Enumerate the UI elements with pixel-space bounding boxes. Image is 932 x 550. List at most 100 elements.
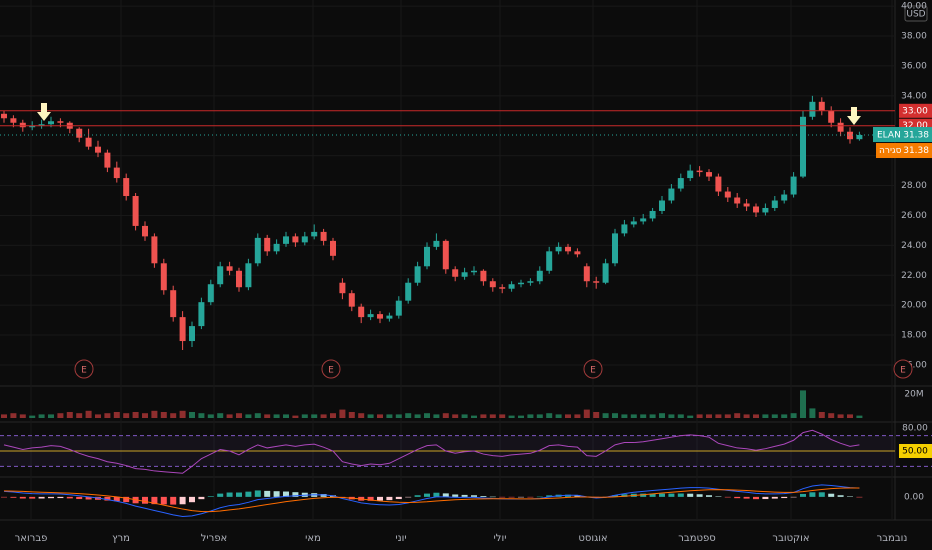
- candle-body: [602, 263, 609, 283]
- macd-histogram-bar: [781, 496, 788, 499]
- price-badge: [899, 103, 932, 118]
- macd-histogram-bar: [104, 496, 111, 501]
- candle-body: [555, 246, 562, 252]
- volume-bar: [828, 413, 835, 418]
- candle-body: [762, 207, 769, 213]
- arrow-marker: [847, 107, 861, 125]
- candle-body: [621, 224, 628, 234]
- candle-body: [753, 206, 759, 213]
- macd-histogram-bar: [480, 495, 487, 497]
- candle-body: [593, 281, 600, 283]
- macd-histogram-bar: [367, 496, 374, 501]
- candle-body: [377, 314, 383, 319]
- volume-bar: [292, 415, 299, 418]
- volume-bar: [19, 414, 26, 418]
- y-tick-label: 24.00: [901, 241, 927, 251]
- volume-bar: [630, 414, 637, 418]
- volume-bar: [574, 414, 581, 418]
- macd-histogram-bar: [809, 492, 816, 497]
- volume-bar: [847, 414, 853, 418]
- macd-histogram-bar: [189, 496, 195, 503]
- volume-bar: [123, 413, 130, 418]
- candle-body: [142, 225, 148, 237]
- candle-body: [527, 281, 534, 283]
- macd-histogram-bar: [687, 493, 694, 497]
- macd-histogram-bar: [113, 496, 120, 502]
- earnings-marker: [321, 359, 341, 379]
- candle-body: [696, 170, 703, 173]
- macd-tick-label: 0.00: [904, 492, 924, 502]
- candle-body: [461, 272, 468, 277]
- volume-bar: [433, 414, 440, 418]
- candle-body: [273, 243, 280, 252]
- macd-histogram-bar: [10, 496, 17, 498]
- volume-bar: [753, 414, 759, 418]
- volume-bar: [95, 414, 101, 418]
- candle-body: [800, 116, 806, 177]
- candle-body: [433, 240, 440, 247]
- macd-histogram-bar: [198, 496, 205, 500]
- volume-bar: [536, 414, 543, 418]
- volume-bar: [179, 410, 186, 418]
- volume-bar: [66, 412, 73, 418]
- volume-bar: [113, 412, 120, 418]
- volume-bar: [508, 415, 515, 418]
- macd-histogram-bar: [489, 496, 496, 498]
- volume-bar: [781, 414, 788, 418]
- macd-histogram-bar: [724, 496, 731, 498]
- volume-bar: [386, 414, 393, 418]
- x-tick-label: יוני: [395, 533, 406, 544]
- candle-body: [236, 270, 242, 288]
- volume-bar: [424, 413, 430, 418]
- volume-bar: [395, 414, 402, 418]
- candle-body: [170, 290, 177, 318]
- volume-bar: [593, 412, 600, 418]
- earnings-label: E: [328, 366, 334, 376]
- macd-histogram-bar: [151, 496, 158, 505]
- y-tick-label: 28.00: [901, 181, 927, 191]
- volume-bar: [377, 414, 383, 418]
- macd-histogram-bar: [273, 491, 280, 497]
- x-tick-label: נובמבר: [877, 533, 908, 544]
- macd-line: [3, 484, 860, 517]
- candle-body: [320, 231, 327, 241]
- candle-body: [818, 101, 825, 111]
- volume-bar: [677, 414, 684, 418]
- earnings-marker: [893, 359, 913, 379]
- macd-histogram-bar: [696, 494, 703, 497]
- candle-body: [536, 270, 543, 282]
- macd-histogram-bar: [442, 493, 449, 497]
- macd-histogram-bar: [170, 496, 177, 505]
- macd-histogram-bar: [19, 496, 26, 499]
- earnings-label: E: [81, 366, 87, 376]
- candle-body: [207, 284, 214, 303]
- candle-body: [771, 200, 778, 208]
- volume-bar: [160, 412, 167, 418]
- volume-bar: [132, 412, 139, 418]
- volume-bar: [649, 414, 656, 418]
- macd-histogram-bar: [818, 492, 825, 497]
- candle-body: [38, 124, 45, 126]
- volume-bar: [442, 413, 449, 418]
- macd-histogram-bar: [640, 493, 647, 497]
- volume-bar: [57, 413, 64, 418]
- y-tick-label: 40.00: [901, 2, 927, 12]
- volume-bar: [198, 413, 205, 418]
- macd-histogram-bar: [76, 496, 83, 500]
- x-tick-label: אפריל: [201, 533, 228, 544]
- candle-body: [781, 194, 788, 201]
- currency-box[interactable]: USD: [904, 5, 928, 22]
- rsi-tick-label: 80.00: [902, 423, 928, 433]
- volume-bar: [264, 414, 271, 418]
- candle-body: [734, 197, 741, 204]
- volume-bar: [301, 414, 308, 418]
- volume-bar: [452, 414, 459, 418]
- earnings-marker: [583, 359, 603, 379]
- volume-bar: [762, 414, 769, 418]
- macd-histogram-bar: [283, 491, 289, 497]
- volume-bar: [724, 414, 731, 418]
- candle-body: [743, 203, 750, 207]
- macd-histogram-bar: [837, 495, 844, 497]
